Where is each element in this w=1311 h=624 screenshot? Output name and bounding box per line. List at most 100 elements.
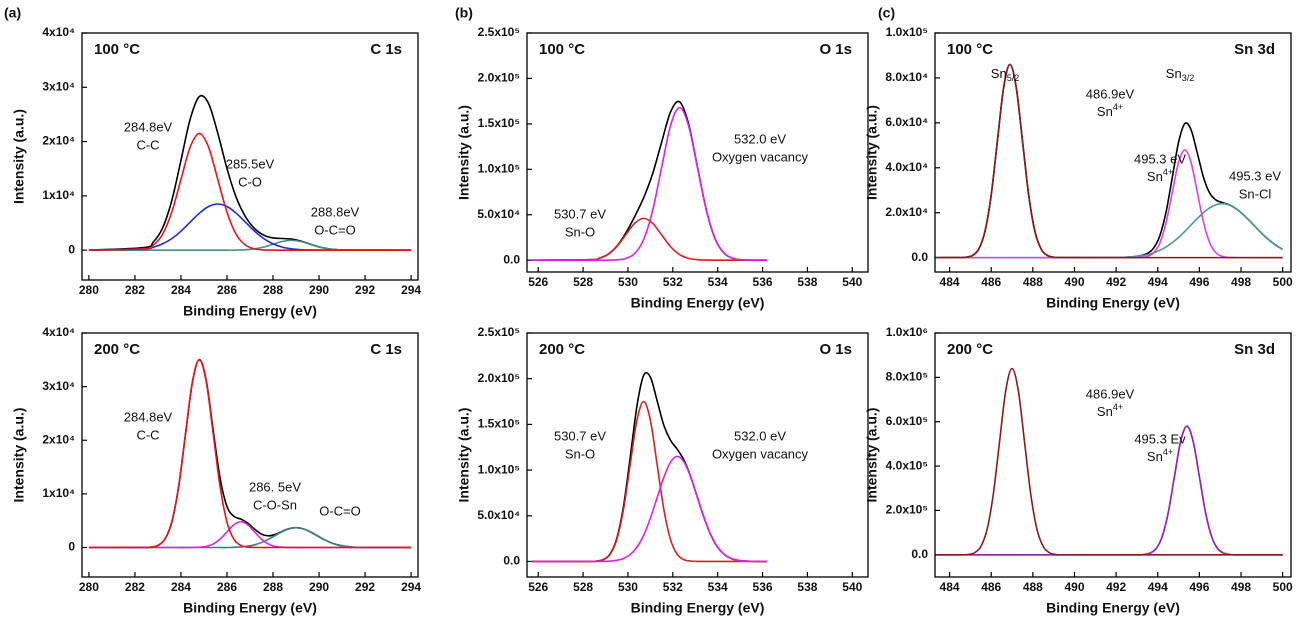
x-tick-label: 488 [1023,580,1043,594]
y-tick-label: 0 [68,540,75,554]
x-tick-label: 280 [79,580,99,594]
annotation: C-O [238,174,262,189]
x-tick-label: 528 [573,580,593,594]
annotation: Oxygen vacancy [712,149,809,164]
annotation: Sn4+ [1097,402,1123,419]
x-axis-title: Binding Energy (eV) [631,600,765,616]
panel-label: (c) [878,5,895,21]
plot-area [935,63,1284,259]
y-tick-label: 0.0 [503,252,520,266]
y-tick-label: 1.5x10⁵ [478,417,520,431]
annotation: Oxygen vacancy [712,446,809,461]
annotation: 284.8eV [124,409,173,424]
y-tick-label: 0.0 [911,547,928,561]
x-tick-label: 282 [125,283,145,297]
y-tick-label: 5.0x10⁴ [477,508,520,522]
annotation: 530.7 eV [554,206,606,221]
x-tick-label: 530 [618,275,638,289]
x-tick-label: 292 [355,580,375,594]
annotation: Sn4+ [1147,447,1173,464]
annotation: Sn5/2 [991,66,1019,83]
x-tick-label: 290 [309,283,329,297]
line [935,63,1283,259]
annotation: C-O-Sn [253,497,297,512]
line [88,203,412,251]
annotation: 286. 5eV [249,479,301,494]
in-title: 100 °C [94,41,140,58]
y-tick-label: 0.0 [503,554,520,568]
annotation: 495.3 eV [1229,168,1281,183]
x-tick-label: 292 [355,283,375,297]
line [531,217,768,261]
x-axis-title: Binding Energy (eV) [183,600,317,616]
annotation: Sn-O [565,224,595,239]
y-tick-label: 2x10⁴ [42,134,75,148]
y-tick-label: 1x10⁴ [42,188,75,202]
x-tick-label: 500 [1273,275,1293,289]
annotation-sup: 4+ [1163,447,1173,457]
x-axis-title: Binding Energy (eV) [1046,295,1180,311]
annotation: 288.8eV [311,204,360,219]
y-axis-title: Intensity (a.u.) [864,105,880,200]
y-axis-title: Intensity (a.u.) [11,109,27,204]
x-tick-label: 490 [1064,275,1084,289]
x-tick-label: 494 [1148,275,1168,289]
y-tick-label: 3x10⁴ [42,79,75,93]
x-tick-label: 492 [1106,275,1126,289]
annotation-sub: 3/2 [1182,73,1195,83]
x-tick-label: 288 [263,580,283,594]
annotation: 284.8eV [124,119,173,134]
y-tick-label: 2.0x10⁴ [885,205,928,219]
plot-frame [934,332,1292,578]
annotation: 486.9eV [1086,386,1135,401]
x-axis-title: Binding Energy (eV) [1046,600,1180,616]
x-tick-label: 280 [79,283,99,297]
y-tick-label: 6.0x10⁴ [885,115,928,129]
x-tick-label: 284 [171,580,191,594]
x-tick-label: 288 [263,283,283,297]
y-tick-label: 0.0 [911,250,928,264]
y-tick-label: 2.5x10⁵ [478,325,520,339]
x-tick-label: 532 [663,580,683,594]
x-tick-label: 534 [708,275,728,289]
x-tick-label: 532 [663,275,683,289]
annotation-text: Sn [1166,66,1182,81]
x-tick-label: 494 [1148,580,1168,594]
plot-area [88,358,412,549]
line [935,425,1283,556]
x-axis-title: Binding Energy (eV) [631,295,765,311]
annotation: 532.0 eV [734,131,786,146]
x-tick-label: 286 [217,580,237,594]
line [531,455,768,563]
x-tick-label: 538 [797,580,817,594]
x-tick-label: 528 [573,275,593,289]
y-tick-label: 2x10⁴ [42,432,75,446]
x-tick-label: 294 [401,283,421,297]
y-tick-label: 2.0x10⁵ [886,503,928,517]
x-tick-label: 282 [125,580,145,594]
in-title: 200 °C [94,341,140,358]
y-tick-label: 4.0x10⁴ [885,160,928,174]
y-tick-label: 2.0x10⁵ [478,371,520,385]
line [88,359,412,549]
annotation: 285.5eV [226,156,275,171]
line [88,358,412,549]
in-title: 100 °C [947,41,993,58]
y-axis-title: Intensity (a.u.) [864,408,880,503]
x-tick-label: 286 [217,283,237,297]
y-tick-label: 2.5x10⁵ [478,25,520,39]
panel-label: (a) [4,5,21,21]
plot-area [531,371,768,563]
annotation: 532.0 eV [734,428,786,443]
in-subtitle: C 1s [370,41,402,58]
x-tick-label: 484 [940,275,960,289]
x-tick-label: 290 [309,580,329,594]
panel-label: (b) [455,5,473,21]
in-title: 100 °C [539,41,585,58]
x-tick-label: 540 [842,580,862,594]
y-tick-label: 1.0x10⁵ [886,25,928,39]
annotation: Sn-O [565,446,595,461]
x-tick-label: 486 [981,580,1001,594]
plot-area [88,94,412,251]
